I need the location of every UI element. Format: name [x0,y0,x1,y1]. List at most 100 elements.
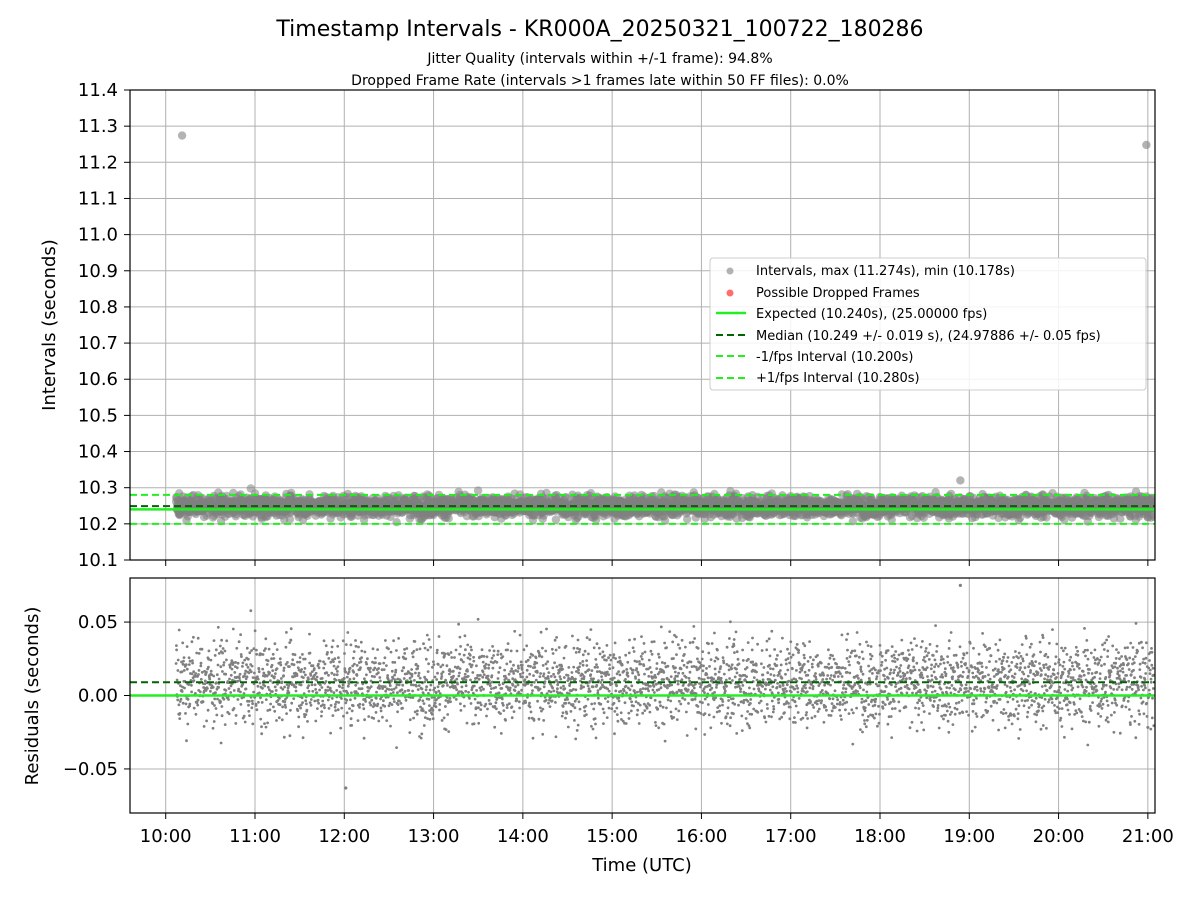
residual-point [323,662,327,666]
residual-point [383,704,387,708]
residual-point [304,699,308,703]
residual-point [229,673,233,677]
residual-point [422,724,426,727]
residual-point [427,662,430,666]
residual-point [256,684,260,688]
intervals-x-ticks [165,560,1149,566]
residual-point [326,698,330,702]
residual-point [405,647,409,650]
residual-point [303,657,307,661]
residual-point [197,652,201,655]
residual-point [383,685,387,689]
residual-point [182,659,185,663]
residual-point [336,708,340,712]
residual-point [192,670,196,673]
residual-point [191,661,195,665]
residual-point [436,671,439,675]
residual-point [435,698,438,701]
legend-label-minus-one-frame: -1/fps Interval (10.200s) [756,350,913,365]
residual-point [257,700,260,704]
residual-point [278,703,282,707]
residual-point [317,701,320,705]
residual-point [334,678,338,682]
residual-point [336,644,340,648]
legend-label-plus-one-frame: +1/fps Interval (10.280s) [756,371,920,386]
residual-point [209,669,213,673]
residual-point [294,689,298,693]
residual-point [196,636,200,640]
residual-point [343,652,346,655]
residual-point [247,699,251,703]
residual-point [417,671,421,675]
residual-point [180,690,184,693]
residual-point [253,671,256,675]
residual-point [236,661,240,665]
residual-point [219,665,223,669]
residual-point [419,705,422,709]
residual-point [324,688,328,692]
residual-point [231,678,234,682]
residual-point [234,714,238,717]
residual-point [395,649,398,652]
residual-point [390,679,393,683]
residual-point [355,664,359,667]
residual-point [194,672,198,675]
residual-point [229,684,233,688]
intervals-y-tick-label: 11.3 [78,116,118,137]
residual-point [306,720,309,723]
residual-point [216,697,219,701]
residual-point [398,699,401,703]
residual-point [423,646,427,650]
residual-point [174,662,178,665]
residual-point [433,696,436,699]
residual-point [361,703,365,707]
residual-point [185,645,189,648]
residual-point [200,670,204,674]
residual-point [207,665,210,669]
residual-point [390,669,394,673]
residual-point [255,708,259,712]
residual-point [264,647,267,650]
residual-point [317,666,321,670]
residual-point [307,684,311,687]
residual-point [259,696,262,700]
residual-point [314,719,318,723]
legend-label-dropped: Possible Dropped Frames [756,286,920,301]
residual-point [264,637,268,641]
residual-point [206,708,210,712]
residual-point [272,657,276,660]
residual-point [435,678,439,681]
residual-point [219,741,223,745]
residual-point [410,672,414,676]
residual-point [231,627,235,631]
residual-point [373,675,376,679]
residual-point [311,664,315,668]
residual-point [295,674,299,677]
residual-point [376,702,380,706]
residual-point [247,703,250,707]
residual-point [230,659,234,663]
residual-point [354,683,358,687]
residual-point [288,665,291,668]
residual-point [223,723,227,726]
residual-point [287,684,291,688]
residual-point [347,682,351,685]
residual-point [253,629,257,633]
residual-point [423,680,427,684]
residual-point [218,644,222,648]
residual-point [223,649,227,653]
residual-point [241,661,245,665]
residual-point [230,667,234,671]
residual-point [350,691,353,695]
residual-point [250,699,254,703]
residual-point [241,665,244,668]
residual-point [195,651,199,655]
residual-point [382,668,386,671]
residual-point [402,677,406,680]
residual-point [316,707,319,710]
residual-point [391,660,395,664]
residual-point [418,676,422,680]
residual-point [416,688,420,691]
residual-point [185,739,188,743]
residual-point [194,712,198,716]
